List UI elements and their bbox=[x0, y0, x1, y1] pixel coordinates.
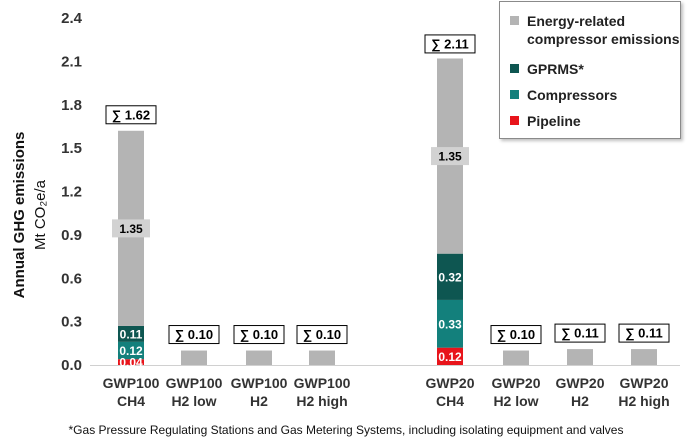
segment-value-label: 0.11 bbox=[120, 327, 143, 341]
total-label-box bbox=[554, 323, 606, 343]
total-label-box bbox=[168, 325, 220, 345]
labels: 0.040.120.111.35∑ 1.62∑ 0.10 ∑ 0.10 ∑ 0.10… bbox=[105, 34, 670, 370]
y-tick-label: 0.0 bbox=[61, 357, 82, 374]
bar-segment bbox=[246, 350, 272, 365]
y-tick-label: 0.3 bbox=[61, 314, 82, 331]
x-tick-label-line1: GWP20 bbox=[425, 375, 474, 391]
x-tick-label-line1: GWP100 bbox=[231, 375, 288, 391]
x-tick-label-line2: H2 bbox=[250, 393, 268, 409]
total-label-box bbox=[105, 105, 157, 125]
x-tick-label-line2: H2 high bbox=[618, 393, 669, 409]
x-tick-label-line2: H2 bbox=[571, 393, 589, 409]
segment-value-label: 0.12 bbox=[438, 350, 462, 364]
y-axis: 0.0 0.3 0.6 0.9 1.2 1.5 1.8 2.1 2.4 GWP100 CH4 GWP1… bbox=[61, 10, 680, 409]
bar-segment bbox=[437, 347, 463, 365]
segment-label-box bbox=[112, 219, 150, 238]
total-label-box bbox=[490, 325, 542, 345]
bar-segment bbox=[118, 325, 144, 342]
y-axis-label-line1: Annual GHG emissions bbox=[11, 132, 28, 299]
bar-segment bbox=[567, 349, 593, 365]
y-tick-label: 1.2 bbox=[61, 184, 82, 201]
total-label-box bbox=[233, 325, 285, 345]
legend-swatch-pipeline bbox=[510, 116, 519, 125]
total-label: ∑ 0.10 bbox=[175, 327, 213, 342]
legend-item-pipeline: Pipeline bbox=[510, 112, 581, 130]
x-tick-label-line2: H2 low bbox=[171, 393, 216, 409]
total-label-box bbox=[296, 325, 348, 345]
bar-segment bbox=[181, 350, 207, 365]
x-tick-label-line2: CH4 bbox=[436, 393, 464, 409]
legend-label-compressors: Compressors bbox=[527, 87, 618, 103]
x-tick-label-line2: H2 high bbox=[296, 393, 347, 409]
total-label: ∑ 0.11 bbox=[625, 326, 662, 341]
y-tick-label: 1.8 bbox=[61, 97, 82, 114]
legend-swatch-energy bbox=[510, 16, 519, 25]
legend-item-energy: Energy-related compressor emissions bbox=[510, 12, 680, 48]
footnote: *Gas Pressure Regulating Stations and Ga… bbox=[68, 423, 624, 437]
y-tick-label: 1.5 bbox=[61, 140, 82, 157]
total-label: ∑ 2.11 bbox=[431, 36, 468, 51]
legend-label-gprms: GPRMS* bbox=[527, 61, 584, 77]
segment-value-label: 0.12 bbox=[119, 344, 143, 358]
total-label: ∑ 1.62 bbox=[112, 107, 150, 122]
x-tick-label-line1: GWP20 bbox=[491, 375, 540, 391]
legend-item-gprms: GPRMS* bbox=[510, 60, 584, 78]
segment-value-label: 1.35 bbox=[438, 150, 462, 164]
bar-segment bbox=[631, 349, 657, 365]
bar-segment bbox=[118, 341, 144, 360]
segment-label-box bbox=[431, 147, 469, 166]
segment-value-label: 0.04 bbox=[119, 356, 143, 370]
total-label: ∑ 0.11 bbox=[561, 326, 598, 341]
x-tick-label-line1: GWP100 bbox=[166, 375, 223, 391]
total-label: ∑ 0.10 bbox=[303, 327, 341, 342]
segment-value-label: 1.35 bbox=[119, 222, 143, 236]
bar-segment bbox=[437, 253, 463, 300]
x-tick-label-line1: GWP20 bbox=[555, 375, 604, 391]
x-tick-label-line2: H2 low bbox=[493, 393, 538, 409]
legend-swatch-gprms bbox=[510, 64, 519, 73]
total-label-box bbox=[424, 34, 476, 54]
y-tick-label: 0.9 bbox=[61, 227, 82, 244]
bar-segment bbox=[309, 350, 335, 365]
total-label: ∑ 0.10 bbox=[240, 327, 278, 342]
total-label-box bbox=[618, 323, 670, 343]
bar-segment bbox=[437, 299, 463, 348]
x-tick-label-line1: GWP20 bbox=[619, 375, 668, 391]
legend: Energy-related compressor emissions GPRM… bbox=[499, 1, 681, 139]
bar-segment bbox=[503, 350, 529, 365]
x-tick-label-line1: GWP100 bbox=[294, 375, 351, 391]
y-tick-label: 2.1 bbox=[61, 53, 82, 70]
segment-value-label: 0.32 bbox=[438, 270, 462, 284]
legend-label-pipeline: Pipeline bbox=[527, 113, 581, 129]
bar-segment bbox=[118, 359, 144, 365]
y-tick-label: 0.6 bbox=[61, 270, 82, 287]
legend-swatch-compressors bbox=[510, 90, 519, 99]
legend-label-energy: Energy-related compressor emissions bbox=[527, 13, 680, 47]
y-axis-label-line2: Mt CO₂e/a bbox=[32, 179, 49, 250]
total-label: ∑ 0.10 bbox=[497, 327, 535, 342]
legend-item-compressors: Compressors bbox=[510, 86, 617, 104]
x-tick-label-line1: GWP100 bbox=[103, 375, 160, 391]
x-tick-label-line2: CH4 bbox=[117, 393, 145, 409]
segment-value-label: 0.33 bbox=[438, 317, 462, 331]
y-tick-label: 2.4 bbox=[61, 10, 83, 27]
